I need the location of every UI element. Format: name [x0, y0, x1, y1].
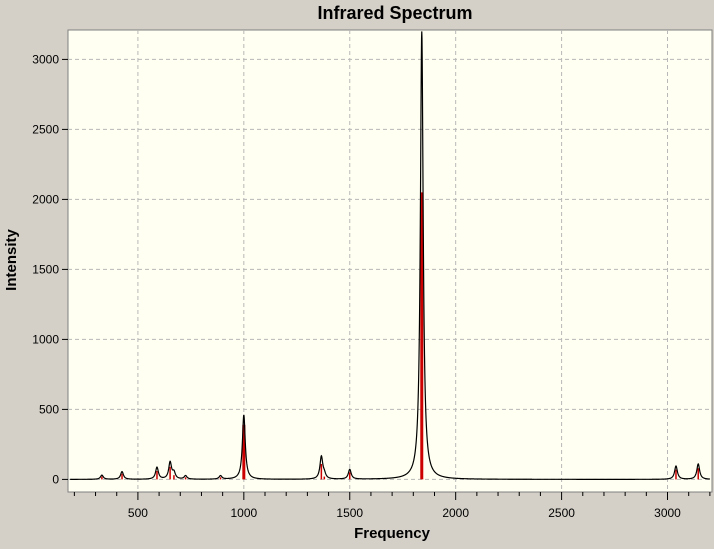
- plot-area: [67, 29, 713, 493]
- x-tick-label: 2500: [548, 506, 575, 520]
- y-tick-label: 3000: [32, 52, 59, 66]
- x-tick-label: 3000: [654, 506, 681, 520]
- x-tick-label: 500: [128, 506, 148, 520]
- chart-title: Infrared Spectrum: [317, 3, 472, 23]
- y-tick-label: 0: [52, 472, 59, 486]
- y-tick-label: 1000: [32, 332, 59, 346]
- grid-lines: [68, 30, 712, 492]
- y-tick-label: 2500: [32, 122, 59, 136]
- y-tick-label: 2000: [32, 192, 59, 206]
- y-tick-label: 1500: [32, 262, 59, 276]
- spectrum-line: [70, 31, 710, 480]
- x-tick-label: 1000: [230, 506, 257, 520]
- y-axis: 0 500 1000 1500 2000 2500 3000: [32, 52, 68, 486]
- x-axis: 500 1000 1500 2000 2500 3000: [73, 492, 711, 520]
- y-tick-label: 500: [39, 402, 59, 416]
- x-tick-label: 2000: [442, 506, 469, 520]
- x-tick-label: 1500: [336, 506, 363, 520]
- x-axis-label: Frequency: [354, 525, 431, 542]
- stick-spectrum: [101, 192, 699, 480]
- y-axis-label: Intensity: [3, 229, 20, 291]
